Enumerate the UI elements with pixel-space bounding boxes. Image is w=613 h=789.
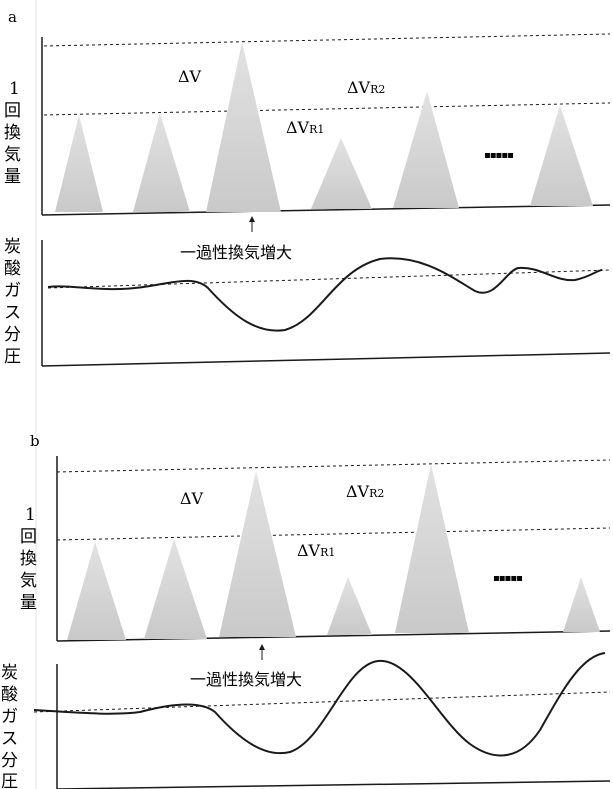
x-axis [56, 630, 611, 642]
breath-triangle [67, 542, 126, 640]
co2-plot: 炭 酸 ガ ス 分 圧 [4, 237, 611, 367]
breath-triangle [563, 577, 600, 632]
lower-dashed-line [43, 102, 611, 116]
x-axis [41, 352, 611, 367]
breath-triangle [327, 577, 372, 635]
ventilation-plot: ΔV ΔVR1 ΔVR2 ▪▪▪▪▪ 1 回 換 気 量 [20, 456, 611, 642]
co2-curve [33, 652, 606, 757]
breath-triangle [133, 113, 190, 212]
delta-v-label: ΔV [180, 489, 204, 508]
delta-vr1-label: ΔVR1 [297, 541, 335, 560]
x-axis [56, 780, 611, 789]
co2-axis-label: 炭 酸 ガ ス 分 圧 [4, 237, 26, 367]
delta-vr2-label: ΔVR2 [347, 78, 385, 97]
breath-triangle-enlarged [206, 42, 281, 212]
baseline-dashed-line [47, 269, 611, 289]
panel-a: a ΔV ΔVR1 ΔVR2 ▪▪▪▪▪ 1 回 換 気 量 [4, 8, 611, 367]
delta-v-label: ΔV [178, 67, 202, 86]
transient-increase-arrow [249, 216, 255, 232]
breath-triangle [311, 138, 372, 209]
transient-increase-caption: 一過性換気増大 [180, 243, 292, 262]
breath-triangle-enlarged [219, 471, 296, 637]
ellipsis: ▪▪▪▪▪ [493, 573, 522, 584]
baseline-dashed-line [33, 691, 611, 713]
co2-axis-label: 炭 酸 ガ ス 分 圧 [1, 663, 23, 789]
co2-plot: 炭 酸 ガ ス 分 圧 [1, 652, 611, 789]
delta-vr1-label: ΔVR1 [286, 118, 324, 137]
ventilation-axis-label: 1 回 換 気 量 [4, 79, 26, 187]
breath-triangle [530, 105, 593, 206]
transient-increase-caption: 一過性換気増大 [190, 670, 302, 689]
breath-triangle [393, 91, 459, 208]
panel-letter: b [30, 432, 40, 450]
breath-triangle [395, 464, 469, 633]
breath-triangle [55, 115, 103, 212]
transient-increase-arrow [259, 644, 265, 660]
delta-vr2-label: ΔVR2 [346, 482, 384, 501]
co2-curve [47, 257, 603, 332]
upper-dashed-line [43, 33, 611, 47]
lower-dashed-line [56, 527, 611, 541]
panel-letter: a [8, 8, 17, 26]
ventilation-plot: ΔV ΔVR1 ΔVR2 ▪▪▪▪▪ 1 回 換 気 量 [4, 33, 611, 216]
breath-triangle [144, 539, 207, 639]
ventilation-axis-label: 1 回 換 気 量 [20, 505, 42, 613]
upper-dashed-line [56, 459, 611, 473]
panel-b: b ΔV ΔVR1 ΔVR2 ▪▪▪▪▪ 1 回 換 気 量 [1, 432, 611, 789]
x-axis [41, 204, 611, 216]
ellipsis: ▪▪▪▪▪ [484, 150, 513, 161]
